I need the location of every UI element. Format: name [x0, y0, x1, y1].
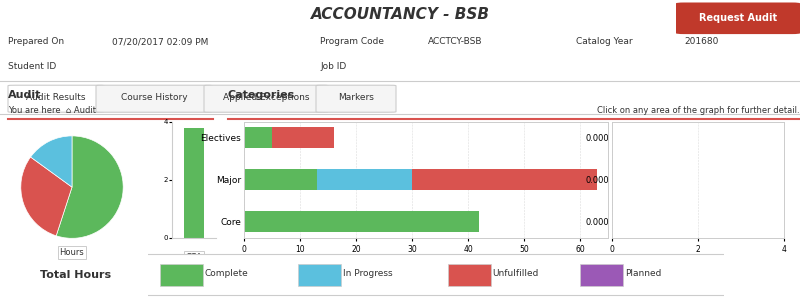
- Text: Audit Results: Audit Results: [26, 94, 86, 102]
- Text: GPA: GPA: [186, 253, 202, 262]
- Text: Total Hours: Total Hours: [41, 270, 111, 280]
- FancyBboxPatch shape: [316, 85, 396, 112]
- FancyBboxPatch shape: [204, 85, 328, 112]
- Text: Course History: Course History: [121, 94, 187, 102]
- Text: Program Code: Program Code: [320, 37, 384, 46]
- Text: Complete: Complete: [205, 269, 248, 279]
- FancyBboxPatch shape: [580, 264, 623, 286]
- Text: Unfulfilled: Unfulfilled: [493, 269, 539, 279]
- FancyBboxPatch shape: [159, 264, 202, 286]
- Text: Job ID: Job ID: [320, 62, 346, 71]
- Bar: [244, 127, 272, 148]
- Wedge shape: [30, 136, 72, 187]
- Text: In Progress: In Progress: [342, 269, 392, 279]
- Text: Requirement Categories: Requirement Categories: [396, 264, 540, 274]
- Bar: [244, 169, 317, 190]
- Text: You are here  ⌂ Audit: You are here ⌂ Audit: [8, 106, 96, 115]
- Text: Prepared On: Prepared On: [8, 37, 64, 46]
- Bar: [184, 127, 204, 238]
- Text: 201680: 201680: [684, 37, 718, 46]
- Text: ACCTCY-BSB: ACCTCY-BSB: [428, 37, 482, 46]
- Text: Categories: Categories: [228, 90, 295, 100]
- Bar: [244, 211, 479, 232]
- FancyBboxPatch shape: [447, 264, 490, 286]
- X-axis label: Hours: Hours: [414, 260, 438, 269]
- Text: Catalog Year: Catalog Year: [576, 37, 633, 46]
- FancyBboxPatch shape: [96, 85, 212, 112]
- FancyBboxPatch shape: [298, 264, 341, 286]
- Text: Markers: Markers: [338, 94, 374, 102]
- X-axis label: GPA: GPA: [690, 260, 706, 269]
- Wedge shape: [21, 157, 72, 236]
- Bar: [412, 169, 597, 190]
- FancyBboxPatch shape: [142, 254, 730, 295]
- Text: Planned: Planned: [625, 269, 662, 279]
- Text: Audit: Audit: [8, 90, 42, 100]
- Text: Hours: Hours: [60, 248, 84, 257]
- Wedge shape: [56, 136, 123, 238]
- Text: Cumulative GPA: Cumulative GPA: [166, 264, 259, 274]
- Text: Click on any area of the graph for further detail.: Click on any area of the graph for furth…: [598, 106, 800, 115]
- Bar: [317, 169, 412, 190]
- Text: Request Audit: Request Audit: [698, 13, 777, 23]
- Bar: [272, 127, 334, 148]
- FancyBboxPatch shape: [8, 85, 104, 112]
- Text: 07/20/2017 02:09 PM: 07/20/2017 02:09 PM: [112, 37, 208, 46]
- FancyBboxPatch shape: [676, 2, 800, 34]
- Text: Applied Exceptions: Applied Exceptions: [222, 94, 310, 102]
- Text: Student ID: Student ID: [8, 62, 56, 71]
- Text: ACCOUNTANCY - BSB: ACCOUNTANCY - BSB: [310, 7, 490, 23]
